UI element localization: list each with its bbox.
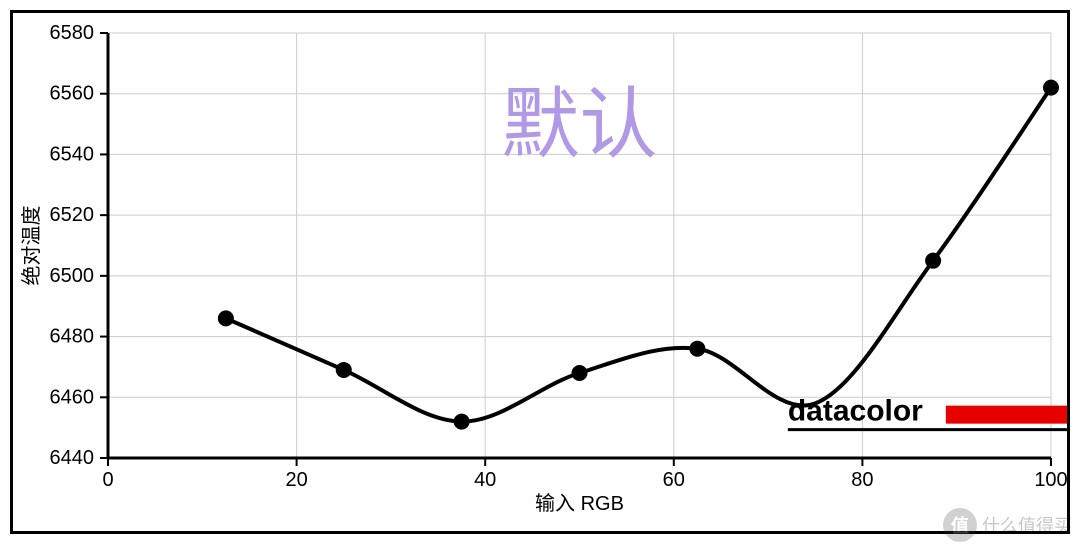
- svg-text:40: 40: [474, 469, 496, 491]
- svg-text:绝对温度: 绝对温度: [20, 206, 43, 286]
- svg-text:6580: 6580: [50, 22, 95, 44]
- line-chart: 默认 datacolor 0 20 40 60 80 100 6440 6460 6480 6500 6…: [13, 13, 1067, 531]
- svg-text:输入 RGB: 输入 RGB: [535, 492, 624, 515]
- svg-text:80: 80: [851, 469, 873, 491]
- chart-frame: 默认 datacolor 0 20 40 60 80 100 6440 6460 6480 6500 6…: [10, 10, 1070, 534]
- svg-text:6460: 6460: [50, 386, 95, 408]
- svg-text:6520: 6520: [50, 204, 95, 226]
- svg-text:20: 20: [285, 469, 307, 491]
- svg-text:6560: 6560: [50, 83, 95, 105]
- svg-text:datacolor: datacolor: [788, 395, 923, 428]
- svg-text:60: 60: [663, 469, 685, 491]
- svg-text:6540: 6540: [50, 143, 95, 165]
- svg-text:默认: 默认: [501, 80, 657, 168]
- chart-container: 默认 datacolor 0 20 40 60 80 100 6440 6460 6480 6500 6…: [0, 0, 1080, 544]
- svg-text:6500: 6500: [50, 265, 95, 287]
- svg-text:100: 100: [1034, 469, 1067, 491]
- svg-text:6440: 6440: [50, 447, 95, 469]
- svg-text:0: 0: [102, 469, 113, 491]
- svg-text:6480: 6480: [50, 326, 95, 348]
